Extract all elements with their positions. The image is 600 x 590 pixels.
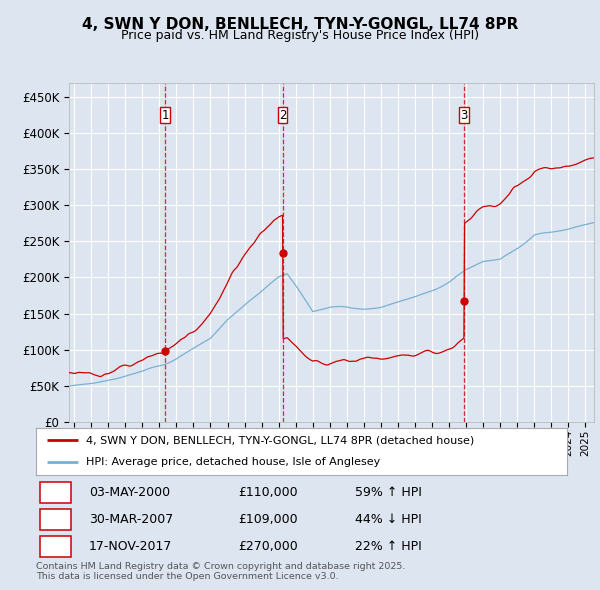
- Text: 59% ↑ HPI: 59% ↑ HPI: [355, 486, 421, 499]
- Text: 1: 1: [52, 486, 59, 499]
- Text: 17-NOV-2017: 17-NOV-2017: [89, 540, 172, 553]
- Text: 03-MAY-2000: 03-MAY-2000: [89, 486, 170, 499]
- FancyBboxPatch shape: [40, 509, 71, 530]
- Text: Contains HM Land Registry data © Crown copyright and database right 2025.: Contains HM Land Registry data © Crown c…: [36, 562, 406, 571]
- Text: This data is licensed under the Open Government Licence v3.0.: This data is licensed under the Open Gov…: [36, 572, 338, 581]
- Text: 30-MAR-2007: 30-MAR-2007: [89, 513, 173, 526]
- Text: £110,000: £110,000: [238, 486, 298, 499]
- Text: 1: 1: [161, 109, 169, 122]
- Text: 2: 2: [279, 109, 286, 122]
- Text: £109,000: £109,000: [238, 513, 298, 526]
- Text: 2: 2: [52, 513, 59, 526]
- Text: 4, SWN Y DON, BENLLECH, TYN-Y-GONGL, LL74 8PR: 4, SWN Y DON, BENLLECH, TYN-Y-GONGL, LL7…: [82, 17, 518, 31]
- Text: 22% ↑ HPI: 22% ↑ HPI: [355, 540, 421, 553]
- FancyBboxPatch shape: [40, 482, 71, 503]
- FancyBboxPatch shape: [40, 536, 71, 557]
- Text: 4, SWN Y DON, BENLLECH, TYN-Y-GONGL, LL74 8PR (detached house): 4, SWN Y DON, BENLLECH, TYN-Y-GONGL, LL7…: [86, 435, 475, 445]
- Text: 44% ↓ HPI: 44% ↓ HPI: [355, 513, 421, 526]
- Text: £270,000: £270,000: [238, 540, 298, 553]
- FancyBboxPatch shape: [160, 107, 170, 123]
- FancyBboxPatch shape: [278, 107, 287, 123]
- Text: HPI: Average price, detached house, Isle of Anglesey: HPI: Average price, detached house, Isle…: [86, 457, 380, 467]
- Text: Price paid vs. HM Land Registry's House Price Index (HPI): Price paid vs. HM Land Registry's House …: [121, 30, 479, 42]
- FancyBboxPatch shape: [460, 107, 469, 123]
- Text: 3: 3: [460, 109, 468, 122]
- Text: 3: 3: [52, 540, 59, 553]
